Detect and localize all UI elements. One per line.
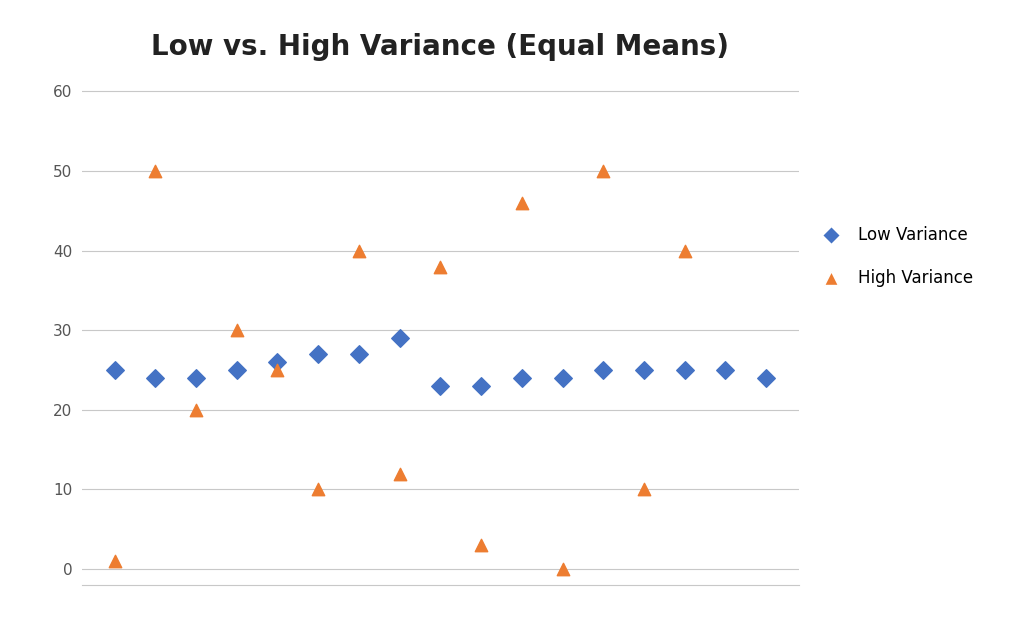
Title: Low vs. High Variance (Equal Means): Low vs. High Variance (Equal Means) [152, 33, 729, 60]
High Variance [310, 484, 327, 494]
High Variance [228, 325, 245, 335]
High Variance [677, 245, 693, 255]
Low Variance [432, 381, 449, 391]
Low Variance [228, 365, 245, 375]
Low Variance [106, 365, 123, 375]
High Variance [595, 166, 611, 176]
Low Variance [758, 373, 774, 383]
Low Variance [514, 373, 530, 383]
Low Variance [391, 333, 408, 343]
High Variance [391, 469, 408, 479]
Low Variance [350, 349, 367, 359]
Low Variance [473, 381, 489, 391]
High Variance [106, 556, 123, 566]
Low Variance [717, 365, 733, 375]
High Variance [187, 405, 204, 415]
Low Variance [554, 373, 570, 383]
High Variance [432, 262, 449, 272]
Low Variance [187, 373, 204, 383]
High Variance [147, 166, 164, 176]
Low Variance [269, 357, 286, 367]
High Variance [473, 540, 489, 550]
Low Variance [636, 365, 652, 375]
Low Variance [147, 373, 164, 383]
High Variance [350, 245, 367, 255]
High Variance [636, 484, 652, 494]
Low Variance [677, 365, 693, 375]
Legend: Low Variance, High Variance: Low Variance, High Variance [814, 226, 973, 287]
High Variance [554, 564, 570, 574]
Low Variance [595, 365, 611, 375]
High Variance [514, 198, 530, 208]
Low Variance [310, 349, 327, 359]
High Variance [269, 365, 286, 375]
